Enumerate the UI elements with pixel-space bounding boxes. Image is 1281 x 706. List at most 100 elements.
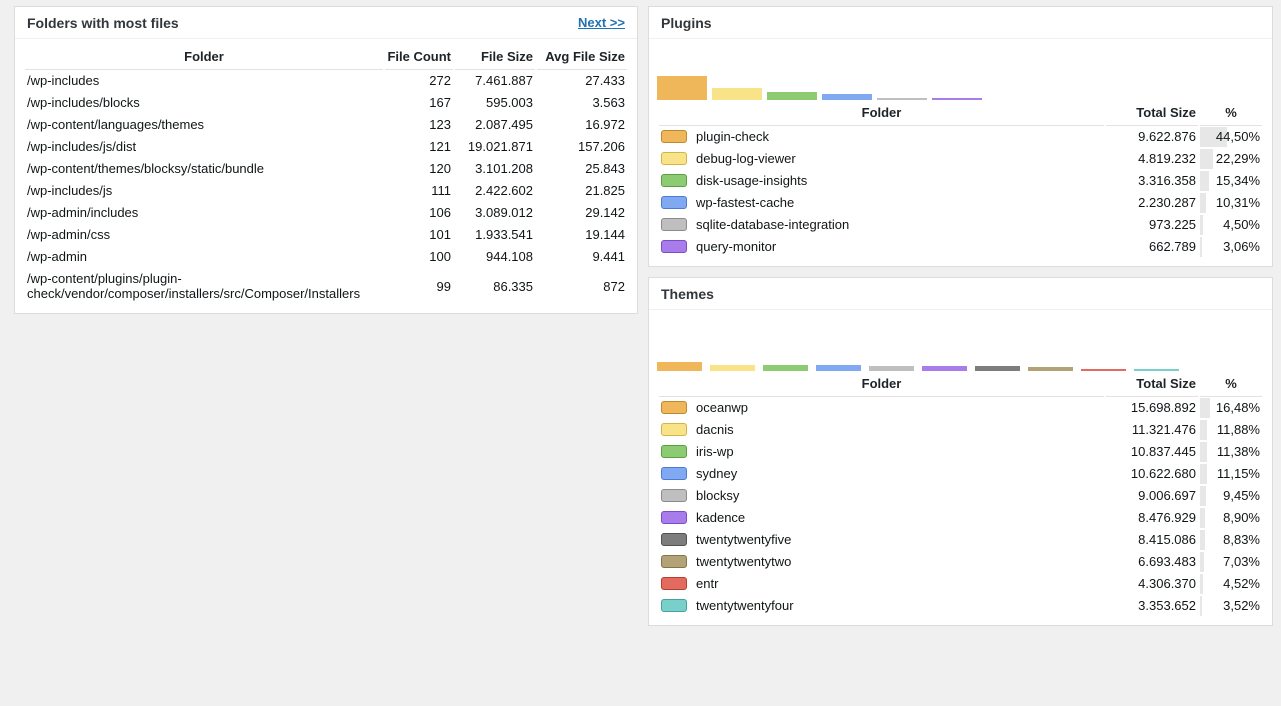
folder-row: /wp-includes 272 7.461.887 27.433 bbox=[25, 70, 627, 92]
folder-label-cell: iris-wp bbox=[659, 441, 1104, 463]
percent-value: 16,48% bbox=[1215, 400, 1260, 415]
percent-bar bbox=[1200, 237, 1202, 257]
color-swatch bbox=[661, 174, 687, 187]
total-size-value: 6.693.483 bbox=[1138, 554, 1196, 569]
chart-bar bbox=[763, 364, 808, 371]
folder-name: plugin-check bbox=[696, 129, 769, 144]
percent-bar bbox=[1200, 574, 1203, 594]
percent-cell: 15,34% bbox=[1200, 170, 1262, 192]
avg-file-size-value: 16.972 bbox=[585, 117, 625, 132]
file-size-value: 86.335 bbox=[493, 278, 533, 294]
total-size-value: 3.316.358 bbox=[1138, 173, 1196, 188]
file-count-value: 101 bbox=[429, 227, 451, 242]
themes-table-header-row: Folder Total Size % bbox=[659, 372, 1262, 397]
right-column: Plugins Folder Total Size % plugin-check… bbox=[648, 6, 1273, 626]
color-swatch bbox=[661, 445, 687, 458]
folder-path: /wp-includes bbox=[27, 73, 100, 88]
folder-path: /wp-content/languages/themes bbox=[27, 117, 205, 132]
file-count-value: 106 bbox=[429, 205, 451, 220]
total-size-value: 4.306.370 bbox=[1138, 576, 1196, 591]
folder-row: /wp-includes/blocks 167 595.003 3.563 bbox=[25, 92, 627, 114]
folder-name: kadence bbox=[696, 510, 746, 525]
folder-label-cell: entr bbox=[659, 573, 1104, 595]
folder-name: entr bbox=[696, 576, 719, 591]
folder-label-cell: disk-usage-insights bbox=[659, 170, 1104, 192]
folder-name: disk-usage-insights bbox=[696, 173, 808, 188]
total-size-value: 9.622.876 bbox=[1138, 129, 1196, 144]
color-swatch bbox=[661, 577, 687, 590]
percent-bar bbox=[1200, 530, 1206, 550]
file-count-value: 100 bbox=[429, 249, 451, 264]
color-swatch bbox=[661, 599, 687, 612]
folder-name: blocksy bbox=[696, 488, 740, 503]
folder-label-cell: query-monitor bbox=[659, 236, 1104, 258]
chart-bar bbox=[869, 365, 914, 371]
color-swatch bbox=[661, 533, 687, 546]
percent-value: 9,45% bbox=[1223, 488, 1260, 503]
folder-row: /wp-includes/js 111 2.422.602 21.825 bbox=[25, 180, 627, 202]
folder-row: /wp-content/plugins/plugin-check/vendor/… bbox=[25, 268, 627, 305]
percent-bar bbox=[1200, 552, 1205, 572]
folder-label-cell: twentytwentyfour bbox=[659, 595, 1104, 617]
total-size-value: 2.230.287 bbox=[1138, 195, 1196, 210]
folder-name: sqlite-database-integration bbox=[696, 217, 850, 232]
size-row: blocksy 9.006.697 9,45% bbox=[659, 485, 1262, 507]
avg-file-size-value: 872 bbox=[603, 278, 625, 294]
chart-bar bbox=[1134, 369, 1179, 371]
plugins-panel-title: Plugins bbox=[661, 14, 712, 31]
percent-bar bbox=[1200, 596, 1203, 616]
percent-value: 3,52% bbox=[1223, 598, 1260, 613]
plugins-table-body: plugin-check 9.622.876 44,50% debug-log-vie… bbox=[659, 126, 1262, 258]
total-size-value: 3.353.652 bbox=[1138, 598, 1196, 613]
themes-panel-title: Themes bbox=[661, 285, 714, 302]
themes-bar-chart bbox=[657, 316, 1264, 371]
size-row: plugin-check 9.622.876 44,50% bbox=[659, 126, 1262, 148]
percent-bar bbox=[1200, 508, 1206, 528]
avg-file-size-value: 157.206 bbox=[578, 139, 625, 154]
percent-bar bbox=[1200, 171, 1210, 191]
chart-bar bbox=[712, 87, 762, 100]
avg-file-size-value: 21.825 bbox=[585, 183, 625, 198]
folder-label-cell: wp-fastest-cache bbox=[659, 192, 1104, 214]
folder-path: /wp-includes/js bbox=[27, 183, 113, 198]
percent-value: 7,03% bbox=[1223, 554, 1260, 569]
color-swatch bbox=[661, 240, 687, 253]
chart-bar bbox=[1081, 368, 1126, 371]
chart-bar bbox=[932, 98, 982, 100]
folders-panel-body: Folder File Count File Size Avg File Siz… bbox=[15, 39, 637, 313]
column-header-total-size: Total Size bbox=[1106, 101, 1198, 126]
percent-bar bbox=[1200, 486, 1206, 506]
file-count-value: 272 bbox=[429, 73, 451, 88]
size-row: dacnis 11.321.476 11,88% bbox=[659, 419, 1262, 441]
size-row: sqlite-database-integration 973.225 4,50% bbox=[659, 214, 1262, 236]
size-row: twentytwentyfive 8.415.086 8,83% bbox=[659, 529, 1262, 551]
next-page-link[interactable]: Next >> bbox=[578, 15, 625, 30]
folder-name: query-monitor bbox=[696, 239, 777, 254]
folder-row: /wp-admin/css 101 1.933.541 19.144 bbox=[25, 224, 627, 246]
chart-bar bbox=[657, 75, 707, 100]
file-count-value: 167 bbox=[429, 95, 451, 110]
folders-panel: Folders with most files Next >> Folder F… bbox=[14, 6, 638, 314]
folder-label-cell: plugin-check bbox=[659, 126, 1104, 148]
percent-bar bbox=[1200, 127, 1227, 147]
file-size-value: 3.089.012 bbox=[475, 205, 533, 220]
folders-table-header-row: Folder File Count File Size Avg File Siz… bbox=[25, 45, 627, 70]
folder-row: /wp-admin/includes 106 3.089.012 29.142 bbox=[25, 202, 627, 224]
size-row: query-monitor 662.789 3,06% bbox=[659, 236, 1262, 258]
column-header-avg-file-size: Avg File Size bbox=[537, 45, 627, 70]
percent-cell: 16,48% bbox=[1200, 397, 1262, 419]
size-row: entr 4.306.370 4,52% bbox=[659, 573, 1262, 595]
file-size-value: 944.108 bbox=[486, 249, 533, 264]
file-count-value: 121 bbox=[429, 139, 451, 154]
chart-bar bbox=[1028, 367, 1073, 371]
column-header-file-size: File Size bbox=[455, 45, 535, 70]
column-header-percent: % bbox=[1200, 101, 1262, 126]
chart-bar bbox=[657, 361, 702, 371]
file-count-value: 123 bbox=[429, 117, 451, 132]
color-swatch bbox=[661, 196, 687, 209]
folder-row: /wp-includes/js/dist 121 19.021.871 157.206 bbox=[25, 136, 627, 158]
folder-name: sydney bbox=[696, 466, 738, 481]
folder-label-cell: sqlite-database-integration bbox=[659, 214, 1104, 236]
total-size-value: 973.225 bbox=[1149, 217, 1196, 232]
folder-name: twentytwentytwo bbox=[696, 554, 792, 569]
